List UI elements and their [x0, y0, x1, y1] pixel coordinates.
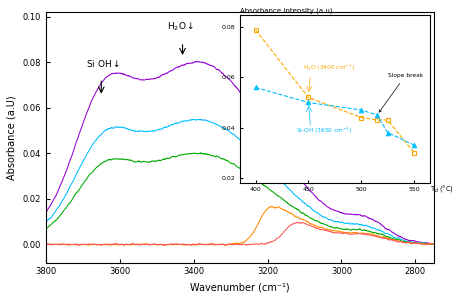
X-axis label: Wavenumber (cm⁻¹): Wavenumber (cm⁻¹)	[190, 282, 290, 292]
Text: 450: 450	[279, 72, 294, 81]
Text: 500: 500	[274, 110, 289, 119]
Text: 550: 550	[269, 149, 284, 158]
Text: 525: 525	[271, 131, 286, 140]
Text: Si OH$\downarrow$: Si OH$\downarrow$	[86, 58, 120, 69]
Text: H$_2$O$\downarrow$: H$_2$O$\downarrow$	[167, 20, 195, 33]
Text: 400°C: 400°C	[284, 33, 308, 42]
Y-axis label: Absorbance (a.U): Absorbance (a.U)	[7, 95, 17, 180]
